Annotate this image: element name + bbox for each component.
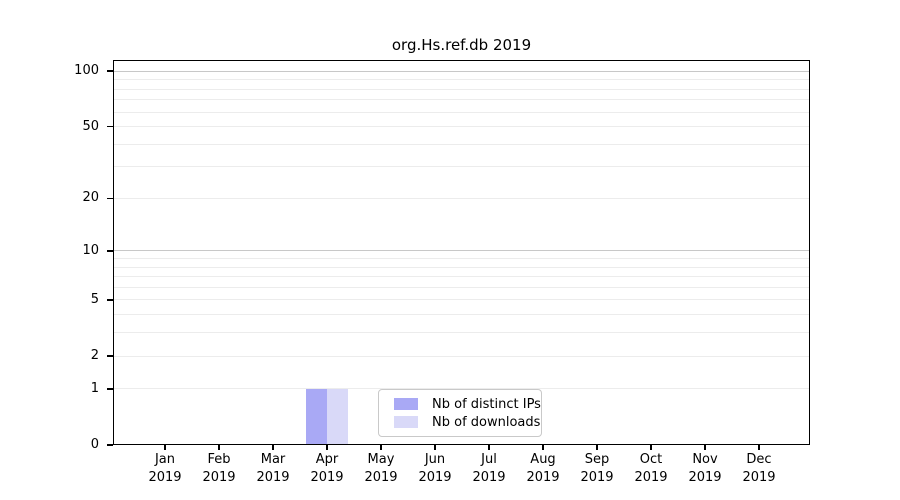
x-tick-label: Feb 2019: [191, 451, 247, 487]
x-tick-label: Mar 2019: [245, 451, 301, 487]
x-tick-month: Nov: [692, 452, 718, 467]
legend-swatch: [394, 398, 418, 410]
x-tick: [488, 445, 490, 450]
legend: Nb of distinct IPs Nb of downloads: [378, 389, 542, 437]
gridline: [114, 266, 809, 268]
x-tick-year: 2019: [202, 470, 236, 485]
x-tick-label: Jun 2019: [407, 451, 463, 487]
x-tick-year: 2019: [310, 470, 344, 485]
y-tick-label: 5: [90, 291, 99, 307]
x-tick-year: 2019: [688, 470, 722, 485]
x-tick-month: Aug: [530, 452, 556, 467]
y-tick: [107, 125, 113, 128]
gridline: [114, 197, 809, 199]
y-tick-label: 10: [82, 242, 99, 258]
gridline: [114, 143, 809, 145]
x-tick-label: Jul 2019: [461, 451, 517, 487]
gridline: [114, 314, 809, 316]
gridline: [114, 88, 809, 90]
y-tick-label: 2: [90, 348, 99, 363]
gridline: [114, 355, 809, 357]
chart-title: org.Hs.ref.db 2019: [391, 36, 532, 54]
x-tick: [542, 445, 544, 450]
x-tick-month: Apr: [315, 452, 339, 467]
x-tick-year: 2019: [526, 470, 560, 485]
bar: [326, 389, 348, 444]
x-tick-year: 2019: [148, 470, 182, 485]
gridline: [114, 299, 809, 301]
x-tick: [218, 445, 220, 450]
x-tick: [704, 445, 706, 450]
x-tick: [596, 445, 598, 450]
x-tick-month: Dec: [746, 452, 772, 467]
x-tick-month: Jan: [154, 452, 176, 467]
y-tick: [107, 70, 113, 72]
gridline: [114, 258, 809, 259]
x-tick-year: 2019: [580, 470, 614, 485]
x-tick-year: 2019: [364, 470, 398, 485]
legend-label: Nb of distinct IPs: [432, 396, 541, 412]
y-tick-label: 100: [74, 63, 99, 79]
y-tick-label: 50: [82, 118, 99, 134]
x-tick-label: Sep 2019: [569, 451, 625, 487]
x-tick-label: Oct 2019: [623, 451, 679, 487]
y-tick: [107, 355, 113, 357]
x-tick-month: May: [367, 452, 395, 467]
y-tick-label: 0: [90, 437, 99, 452]
x-tick-month: Jun: [424, 452, 446, 467]
x-tick-label: Aug 2019: [515, 451, 571, 487]
legend-swatch: [394, 416, 418, 428]
gridline: [114, 166, 809, 168]
y-tick: [107, 197, 113, 200]
x-tick-year: 2019: [256, 470, 290, 485]
y-tick: [107, 444, 113, 446]
y-tick-label: 20: [82, 190, 99, 206]
legend-row: Nb of distinct IPs: [388, 396, 541, 412]
gridline: [114, 286, 809, 288]
x-tick: [758, 445, 760, 450]
x-tick-year: 2019: [418, 470, 452, 485]
x-tick: [326, 445, 328, 450]
y-tick: [107, 299, 113, 301]
x-tick-month: Oct: [639, 452, 663, 467]
x-tick-year: 2019: [742, 470, 776, 485]
x-tick-label: Apr 2019: [299, 451, 355, 487]
legend-label: Nb of downloads: [432, 414, 541, 430]
x-tick-label: Dec 2019: [731, 451, 787, 487]
y-tick: [107, 388, 113, 390]
gridline-major: [114, 250, 809, 252]
gridline: [114, 126, 809, 127]
gridline: [114, 276, 809, 278]
bar: [305, 389, 327, 444]
x-tick: [164, 445, 166, 450]
y-tick-label: 1: [90, 380, 99, 396]
x-tick: [650, 445, 652, 450]
x-tick-year: 2019: [472, 470, 506, 485]
gridline: [114, 388, 809, 390]
x-tick-month: Sep: [584, 452, 610, 467]
x-tick-label: Nov 2019: [677, 451, 733, 487]
gridline-major: [114, 70, 809, 72]
gridline: [114, 99, 809, 101]
x-tick-label: May 2019: [353, 451, 409, 487]
plot-area: [113, 60, 810, 445]
x-tick: [434, 445, 436, 450]
gridline: [114, 79, 809, 81]
x-tick: [380, 445, 382, 450]
x-tick: [272, 445, 274, 450]
legend-row: Nb of downloads: [388, 414, 540, 430]
y-tick: [107, 250, 113, 252]
x-tick-label: Jan 2019: [137, 451, 193, 487]
gridline: [114, 332, 809, 334]
gridline: [114, 111, 809, 113]
x-tick-month: Mar: [260, 452, 286, 467]
x-tick-year: 2019: [634, 470, 668, 485]
x-tick-month: Jul: [481, 452, 497, 467]
x-tick-month: Feb: [207, 452, 231, 467]
